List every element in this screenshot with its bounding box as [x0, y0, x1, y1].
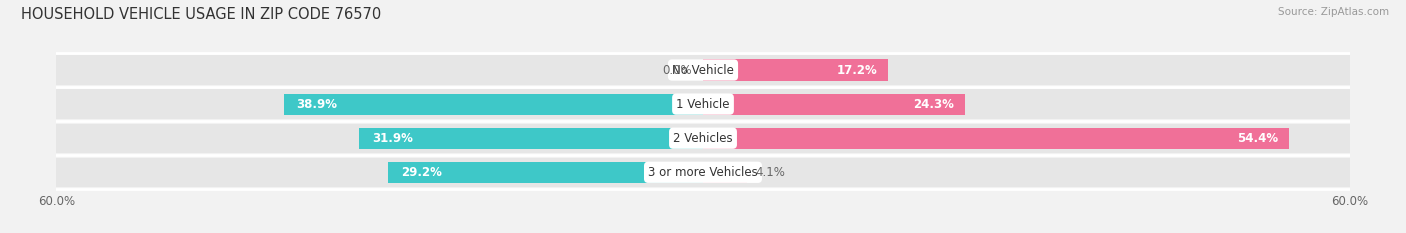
Text: 17.2%: 17.2% [837, 64, 877, 76]
Bar [56, 55, 1350, 85]
Text: 31.9%: 31.9% [373, 132, 413, 145]
Text: No Vehicle: No Vehicle [672, 64, 734, 76]
Text: 54.4%: 54.4% [1237, 132, 1278, 145]
Bar [388, 162, 703, 183]
Text: Source: ZipAtlas.com: Source: ZipAtlas.com [1278, 7, 1389, 17]
Text: 4.1%: 4.1% [756, 166, 786, 179]
Bar [703, 128, 1289, 149]
Bar [359, 128, 703, 149]
Text: HOUSEHOLD VEHICLE USAGE IN ZIP CODE 76570: HOUSEHOLD VEHICLE USAGE IN ZIP CODE 7657… [21, 7, 381, 22]
Bar [56, 158, 1350, 187]
Bar [284, 93, 703, 115]
Legend: Owner-occupied, Renter-occupied: Owner-occupied, Renter-occupied [575, 230, 831, 233]
Bar [56, 123, 1350, 153]
Text: 1 Vehicle: 1 Vehicle [676, 98, 730, 111]
Text: 3 or more Vehicles: 3 or more Vehicles [648, 166, 758, 179]
Text: 29.2%: 29.2% [401, 166, 441, 179]
Text: 2 Vehicles: 2 Vehicles [673, 132, 733, 145]
Bar [703, 59, 889, 81]
Text: 38.9%: 38.9% [297, 98, 337, 111]
Text: 0.0%: 0.0% [662, 64, 692, 76]
Text: 24.3%: 24.3% [914, 98, 955, 111]
Bar [56, 89, 1350, 119]
Bar [703, 162, 747, 183]
Bar [703, 93, 965, 115]
